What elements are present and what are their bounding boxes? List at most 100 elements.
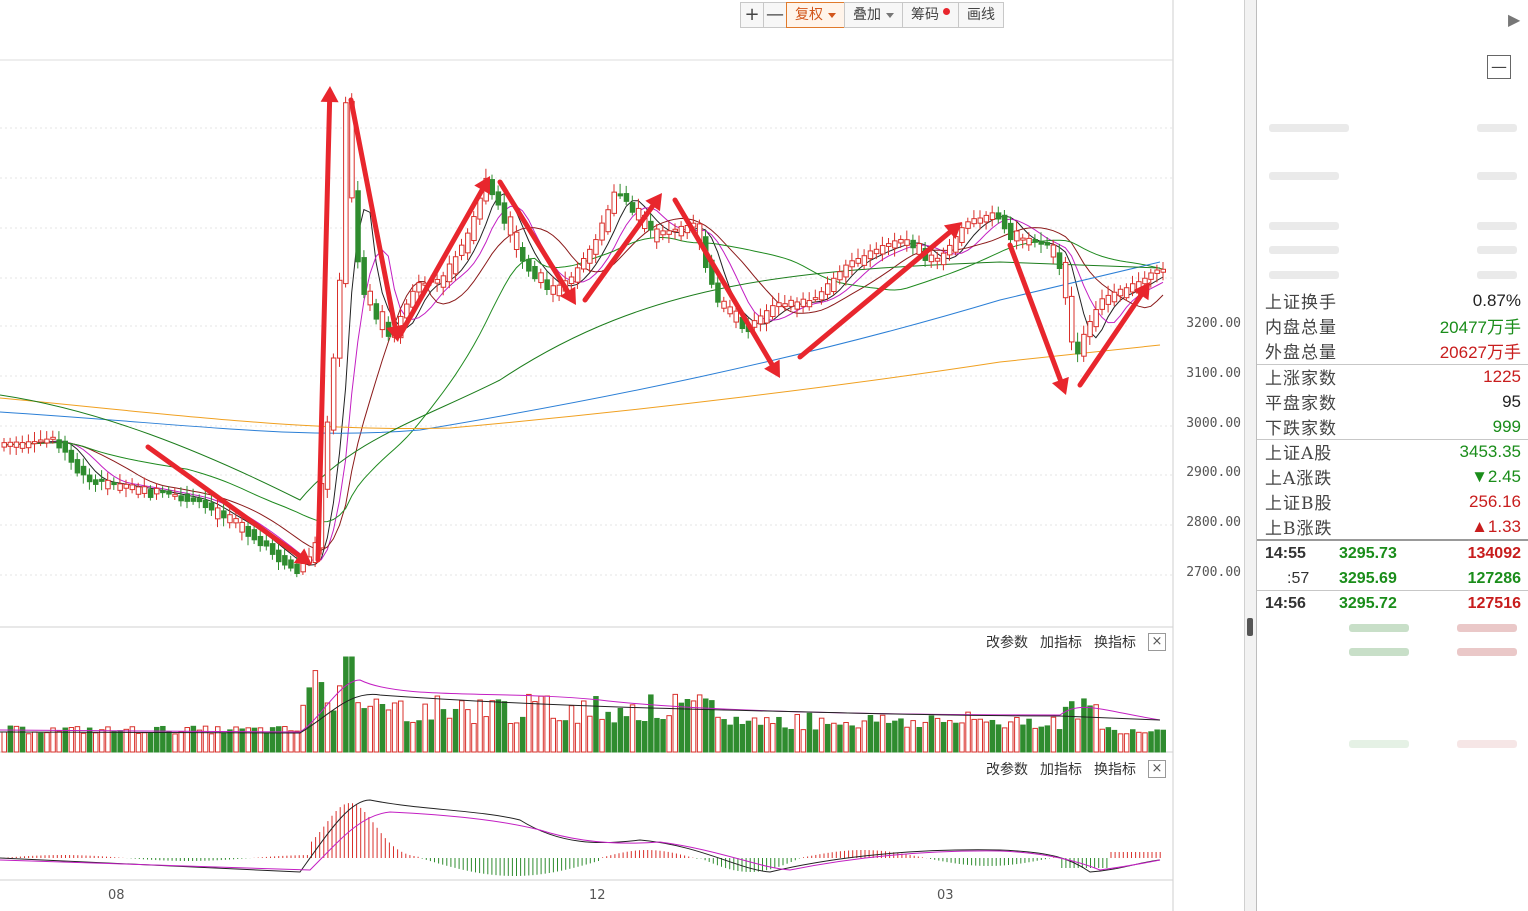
arrow-shaft — [1007, 242, 1063, 383]
candle-body — [288, 559, 294, 569]
splitter-handle-icon[interactable] — [1247, 618, 1253, 636]
candle-body — [843, 264, 849, 278]
volume-bar — [1008, 721, 1014, 753]
volume-bar — [288, 730, 294, 753]
edit-params-button[interactable]: 改参数 — [986, 762, 1028, 778]
trend-arrows — [145, 86, 1150, 565]
volume-bar — [562, 720, 569, 753]
candle-body — [928, 254, 935, 263]
add-indicator-button[interactable]: 加指标 — [1040, 762, 1082, 778]
candle-body — [154, 487, 160, 495]
volume-bar — [892, 720, 898, 753]
volume-bar — [629, 704, 636, 753]
zoom-out-button[interactable]: — — [763, 2, 787, 28]
kline-chart-area[interactable] — [0, 0, 1244, 911]
candle-body — [953, 236, 959, 253]
overlay-dropdown[interactable]: 叠加 — [844, 2, 903, 28]
arrow-shaft — [145, 444, 302, 559]
volume-bar — [788, 728, 794, 753]
candle-body — [910, 239, 916, 249]
volume-bar — [1, 731, 7, 753]
volume-bar — [1111, 729, 1118, 753]
candle-body — [940, 252, 947, 266]
volume-bar — [99, 729, 105, 753]
candle-body — [971, 218, 977, 225]
candle-body — [1020, 237, 1026, 241]
volume-bar — [337, 685, 343, 753]
volume-bar — [111, 730, 117, 753]
candle-body — [276, 549, 282, 563]
trend-arrow — [397, 176, 490, 338]
volume-bar — [166, 731, 172, 753]
close-icon[interactable]: × — [1148, 633, 1166, 651]
candle-body — [147, 489, 154, 498]
volume-bar — [19, 726, 26, 753]
candle-body — [251, 529, 258, 541]
candle-body — [831, 277, 837, 293]
volume-bar — [452, 708, 459, 753]
adjust-rights-label: 复权 — [795, 7, 823, 23]
candle-body — [227, 514, 233, 524]
arrow-shaft — [497, 179, 571, 294]
volume-panel-toolbar: 改参数 加指标 换指标 × — [986, 632, 1166, 652]
candle-body — [269, 543, 276, 555]
candle-body — [593, 239, 599, 255]
adjust-rights-dropdown[interactable]: 复权 — [786, 2, 845, 28]
volume-ma-lines — [0, 679, 1161, 734]
volume-bar — [1081, 698, 1087, 753]
blurred-row — [1477, 222, 1517, 230]
arrow-head — [764, 359, 780, 378]
arrow-head — [645, 193, 662, 212]
chevron-right-icon[interactable]: ▶ — [1508, 10, 1521, 29]
candle-body — [916, 243, 922, 255]
volume-bar — [355, 702, 361, 753]
switch-indicator-button[interactable]: 换指标 — [1094, 762, 1136, 778]
arrow-shaft — [582, 203, 656, 303]
draw-line-button[interactable]: 画线 — [958, 2, 1004, 28]
volume-bar — [233, 726, 239, 753]
candle-body — [184, 493, 190, 502]
candle-body — [800, 298, 807, 307]
candle-body — [13, 441, 20, 448]
candle-body — [434, 278, 441, 284]
volume-bar — [1148, 731, 1154, 753]
add-indicator-button[interactable]: 加指标 — [1040, 635, 1082, 651]
candle-body — [105, 479, 111, 490]
arrow-head — [1133, 282, 1150, 301]
candle-body — [587, 248, 593, 264]
volume-bar — [971, 718, 977, 753]
candle-body — [68, 449, 75, 463]
volume-bar — [587, 715, 593, 753]
volume-bar — [68, 727, 75, 753]
volume-bars — [1, 656, 1166, 753]
arrow-head — [474, 176, 490, 195]
candle-body — [202, 499, 209, 509]
tick-time: :57 — [1287, 569, 1310, 587]
collapse-panel-button[interactable]: — — [1487, 55, 1511, 79]
volume-bar — [1050, 716, 1057, 753]
volume-bar — [428, 719, 434, 753]
edit-params-button[interactable]: 改参数 — [986, 635, 1028, 651]
close-icon[interactable]: × — [1148, 760, 1166, 778]
volume-bar — [391, 702, 398, 753]
volume-bar — [105, 726, 111, 753]
switch-indicator-button[interactable]: 换指标 — [1094, 635, 1136, 651]
candle-body — [538, 272, 544, 284]
panel-splitter[interactable] — [1244, 0, 1257, 911]
volume-bar — [794, 714, 800, 753]
stat-row-unchanged: 平盘家数 95 — [1265, 389, 1521, 415]
candle-body — [1008, 222, 1014, 241]
zoom-in-button[interactable]: + — [740, 2, 764, 28]
chips-button[interactable]: 筹码 — [902, 2, 959, 28]
volume-bar — [818, 717, 825, 753]
blurred-row — [1477, 124, 1517, 132]
tick-row: 14:56 3295.72 127516 — [1265, 591, 1521, 616]
candle-body — [38, 439, 44, 443]
volume-bar — [202, 725, 209, 753]
stat-value: ▼2.45 — [1471, 466, 1521, 486]
volume-bar — [1099, 728, 1105, 753]
volume-ma-line — [0, 679, 1161, 733]
notification-dot-icon — [943, 7, 950, 15]
volume-bar — [581, 700, 587, 753]
volume-bar — [1038, 726, 1044, 753]
